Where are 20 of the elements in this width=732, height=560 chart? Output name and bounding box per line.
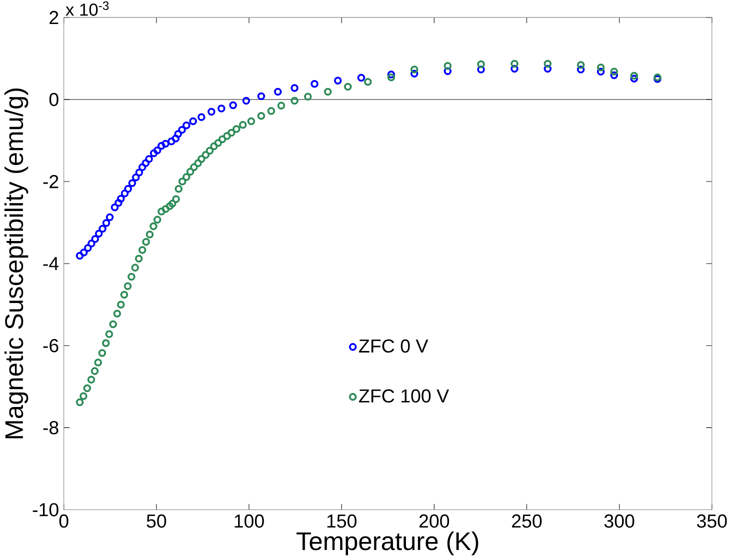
y-tick-label: 0 xyxy=(49,92,58,106)
y-tick-label: -2 xyxy=(43,175,58,188)
x-tick-label: 250 xyxy=(512,514,542,528)
legend-label: ZFC 0 V xyxy=(359,339,428,353)
x-tick-label: 300 xyxy=(604,514,634,528)
x-tick-label: 50 xyxy=(146,514,166,528)
y-axis-title: Magnetic Susceptibility (emu/g) xyxy=(4,88,28,438)
y-tick-label: -10 xyxy=(32,503,58,516)
y-tick-label: -6 xyxy=(43,339,58,352)
y-tick-label: -8 xyxy=(43,421,58,434)
legend-label: ZFC 100 V xyxy=(359,389,450,403)
text: x 10$^{-3}$ xyxy=(66,1,109,16)
x-tick-label: 150 xyxy=(327,514,356,528)
x-tick-label: 100 xyxy=(234,514,264,528)
y-tick-label: -4 xyxy=(43,257,59,270)
y-tick-label: 2 xyxy=(50,11,58,24)
x-tick-label: 350 xyxy=(696,514,727,528)
x-tick-label: 200 xyxy=(419,514,450,528)
x-tick-label: 0 xyxy=(59,514,68,528)
x-axis-title: Temperature (K) xyxy=(296,532,478,556)
